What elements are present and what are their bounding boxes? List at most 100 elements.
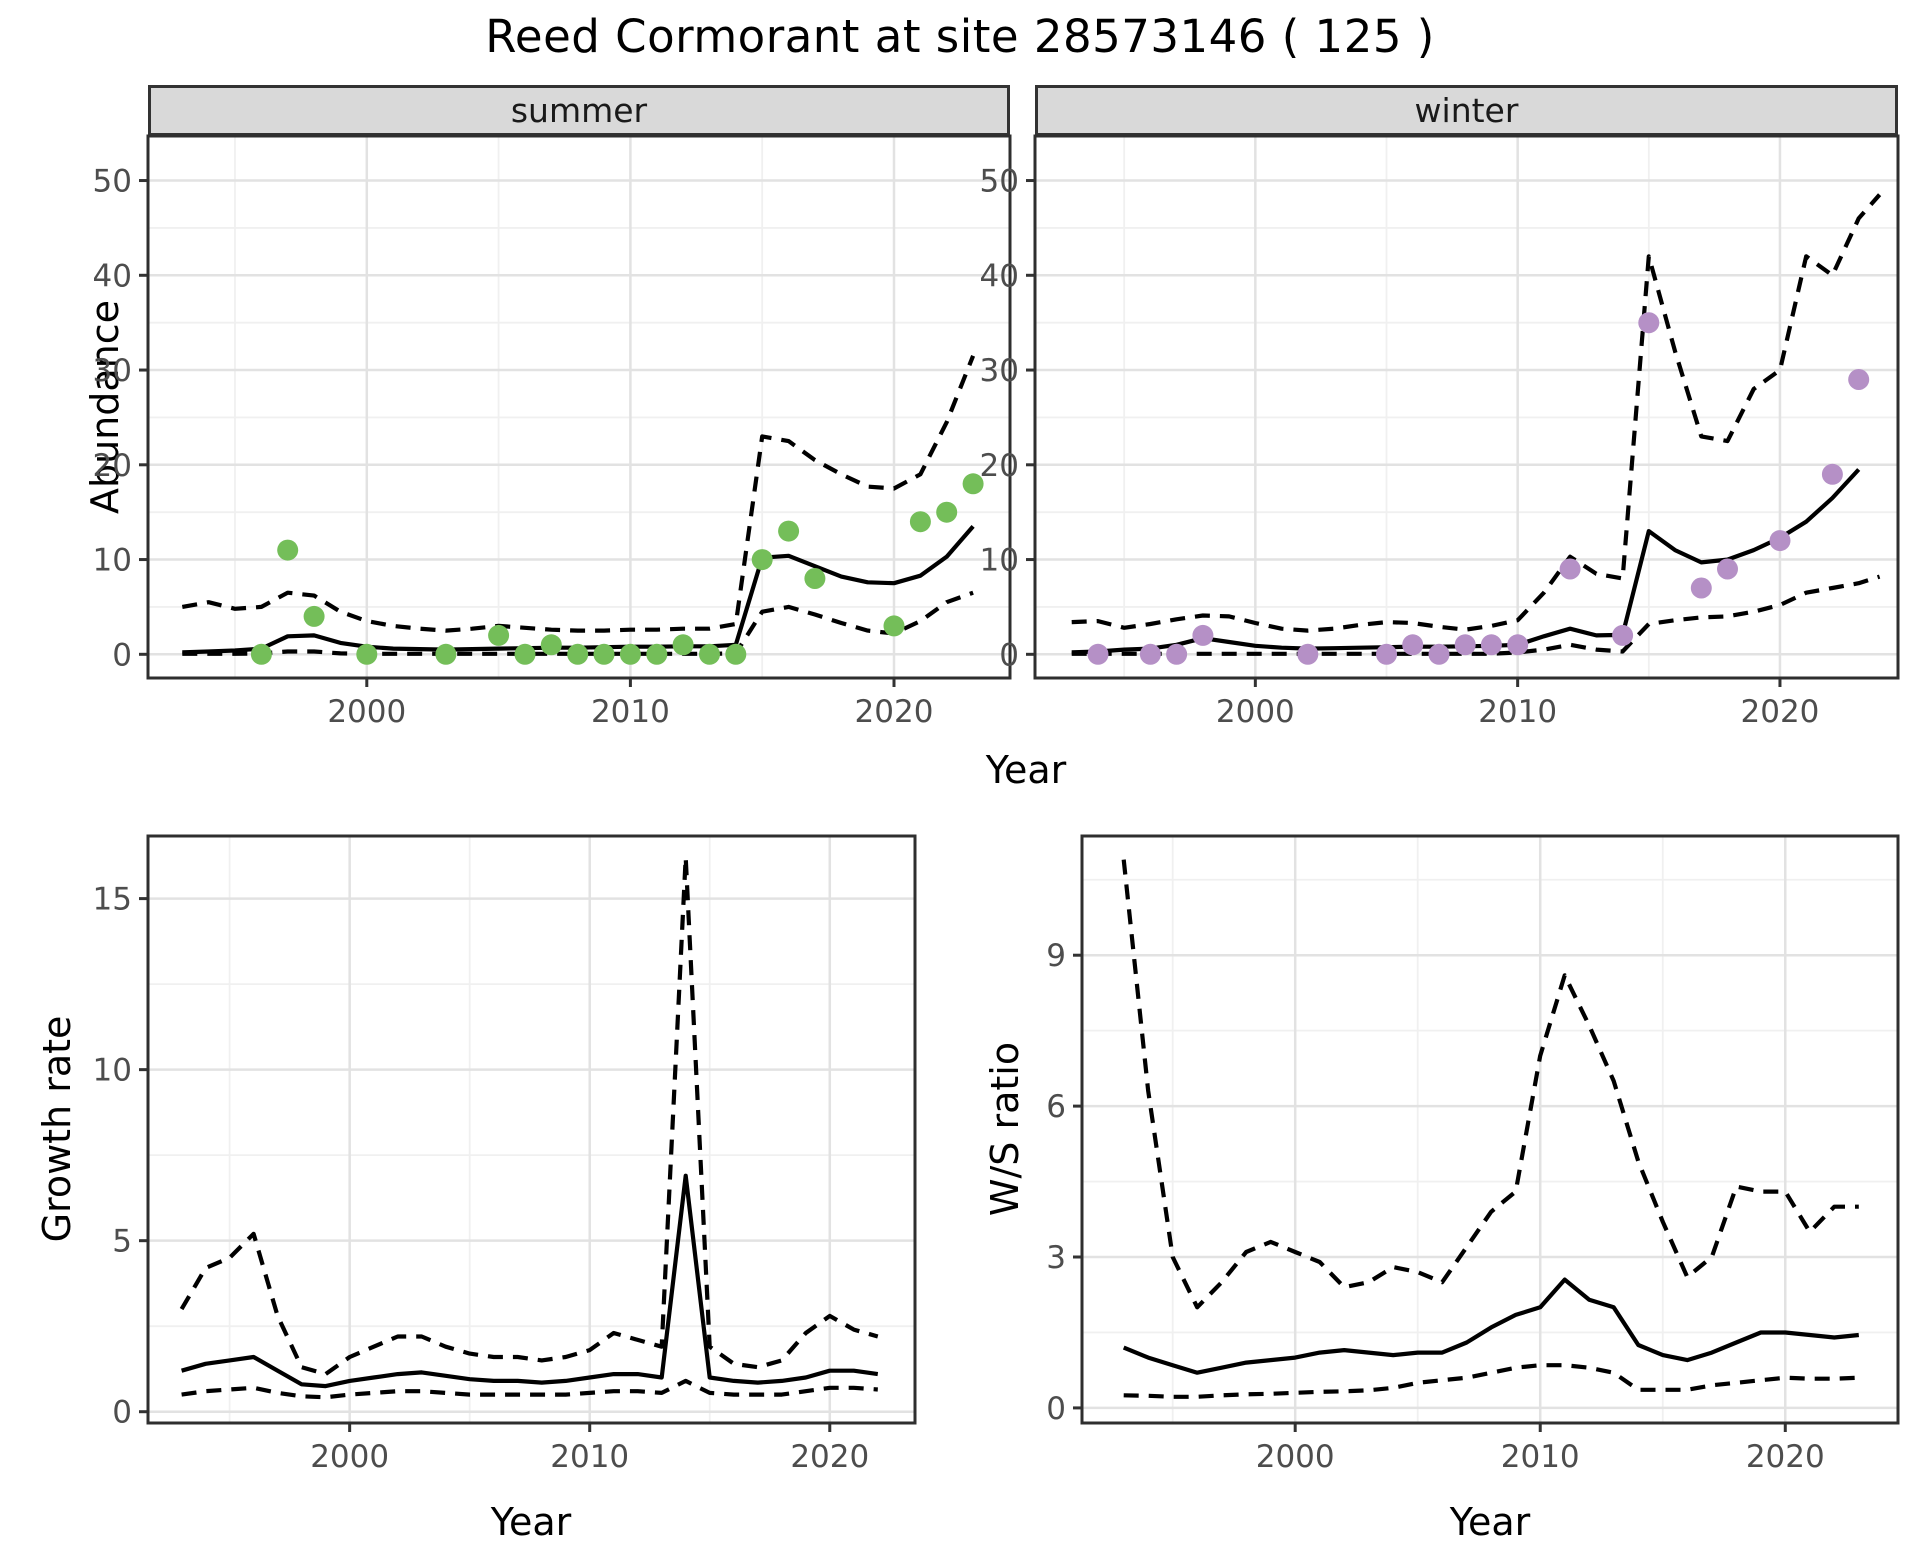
data-point: [1690, 577, 1712, 599]
x-axis-label-year-ws: Year: [1449, 1500, 1531, 1544]
data-point: [751, 549, 773, 571]
data-point: [1428, 643, 1450, 665]
panel-background: [1082, 836, 1898, 1423]
series-group: [1121, 859, 1860, 1399]
y-tick-label: 20: [93, 448, 132, 484]
data-point: [303, 605, 325, 627]
series-group: [179, 855, 879, 1400]
panel-border: [146, 834, 917, 1425]
data-point: [1480, 634, 1502, 656]
data-point: [646, 643, 668, 665]
y-tick-label: 10: [93, 1053, 132, 1089]
data-point: [1848, 369, 1870, 390]
data-point: [1166, 643, 1188, 665]
data-point: [514, 643, 536, 665]
data-point: [1821, 463, 1843, 485]
y-tick-label: 5: [112, 1224, 132, 1260]
data-point: [435, 643, 457, 665]
facet-label-winter: winter: [1414, 91, 1519, 130]
data-point: [1507, 634, 1529, 656]
data-point: [1638, 312, 1660, 334]
data-point: [1612, 624, 1634, 646]
panel-background: [148, 136, 1010, 678]
x-tick-label: 2010: [591, 694, 670, 730]
series-group: [1071, 193, 1882, 665]
data-point: [699, 643, 720, 665]
facet-strip-summer: summer: [148, 85, 1010, 136]
series-lower_ci: [1071, 574, 1881, 656]
y-tick-label: 0: [112, 637, 132, 673]
data-point: [356, 643, 378, 665]
panel-growth-rate: 2000 2010 2020 0 5 10 15: [93, 834, 917, 1475]
y-tick-label: 10: [93, 543, 132, 579]
series-fit: [1122, 1277, 1860, 1375]
x-tick-label: 2010: [550, 1439, 629, 1475]
data-point: [277, 539, 299, 561]
y-tick-label: 30: [980, 353, 1019, 389]
data-point: [1769, 530, 1791, 552]
data-point: [778, 520, 800, 542]
y-tick-label: 6: [1046, 1089, 1066, 1125]
x-tick-label: 2020: [1741, 694, 1820, 730]
series-upper_ci: [1121, 859, 1859, 1310]
data-point: [1454, 634, 1476, 656]
y-tick-label: 10: [980, 543, 1019, 579]
y-tick-label: 40: [980, 258, 1019, 294]
y-tick-label: 9: [1046, 938, 1066, 974]
series-upper_ci: [1071, 193, 1882, 633]
y-tick-label: 50: [980, 164, 1019, 200]
x-axis-label-year-growth: Year: [490, 1500, 572, 1544]
panel-abundance-summer: 2000 2010 2020 0 10 20 30 40 50: [93, 134, 1012, 730]
data-point: [1559, 558, 1581, 580]
y-tick-label: 40: [93, 258, 132, 294]
series-lower_ci: [182, 590, 974, 656]
data-point: [1297, 643, 1319, 665]
data-point: [540, 634, 562, 656]
panel-abundance-winter: 2000 2010 2020 0 10 20 30 40 50: [980, 134, 1900, 730]
y-tick-label: 15: [93, 882, 132, 918]
series-group: [181, 355, 984, 665]
y-tick-label: 0: [112, 1395, 132, 1431]
data-point: [1402, 634, 1424, 656]
panel-background: [1035, 136, 1898, 678]
data-point: [725, 643, 747, 665]
panel-border: [1080, 834, 1900, 1425]
panel-border: [1033, 134, 1900, 680]
data-point: [672, 634, 694, 656]
data-point: [936, 501, 958, 523]
data-point: [1192, 624, 1214, 646]
y-tick-label: 50: [93, 164, 132, 200]
x-tick-label: 2020: [1746, 1439, 1825, 1475]
y-tick-label: 3: [1046, 1240, 1066, 1276]
x-tick-label: 2000: [327, 694, 406, 730]
data-point: [250, 643, 272, 665]
series-lower_ci: [181, 1378, 878, 1400]
y-tick-label: 20: [980, 448, 1019, 484]
x-tick-label: 2000: [1256, 1439, 1335, 1475]
data-point: [883, 615, 905, 637]
figure-title: Reed Cormorant at site 28573146 ( 125 ): [485, 10, 1435, 63]
x-tick-label: 2020: [790, 1439, 869, 1475]
data-point: [593, 643, 615, 665]
x-axis-label-year-top: Year: [985, 748, 1067, 792]
facet-label-summer: summer: [510, 91, 648, 130]
x-tick-label: 2010: [1478, 694, 1557, 730]
x-tick-label: 2000: [310, 1439, 389, 1475]
x-tick-label: 2000: [1216, 694, 1295, 730]
panel-background: [148, 836, 915, 1423]
data-point: [1139, 643, 1161, 665]
panel-border: [146, 134, 1012, 680]
x-tick-label: 2010: [1501, 1439, 1580, 1475]
y-tick-label: 30: [93, 353, 132, 389]
panel-ws-ratio: 2000 2010 2020 0 3 6 9: [1046, 834, 1900, 1475]
x-tick-label: 2020: [855, 694, 934, 730]
series-upper_ci: [181, 355, 976, 633]
data-point: [962, 473, 984, 495]
data-point: [567, 643, 589, 665]
facet-strip-winter: winter: [1035, 85, 1898, 136]
data-point: [1087, 643, 1109, 665]
data-point: [619, 643, 641, 665]
data-point: [804, 568, 826, 589]
